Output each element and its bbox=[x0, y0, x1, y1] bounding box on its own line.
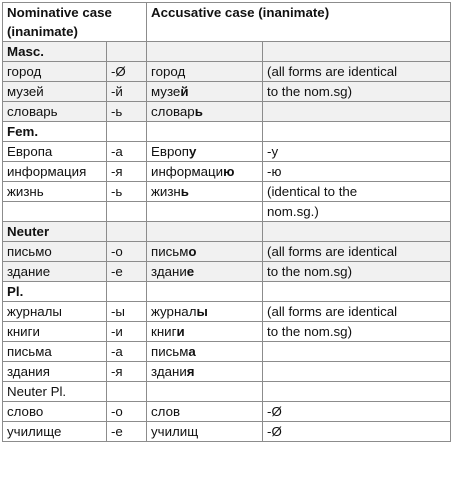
section-masc: Masc. город -Ø город (all forms are iden… bbox=[2, 41, 452, 122]
plural-note-2: to the nom.sg) bbox=[262, 321, 452, 342]
masc-note-1: (all forms are identical bbox=[262, 61, 452, 82]
neuter-heading: Neuter bbox=[2, 221, 107, 242]
neuter-pl-heading: Neuter Pl. bbox=[2, 381, 107, 402]
neuter-pl-note-2: -Ø bbox=[262, 421, 452, 442]
plural-end-3: -а bbox=[105, 341, 148, 362]
plural-acc-2: книги bbox=[146, 321, 264, 342]
header-accusative: Accusative case (inanimate) bbox=[146, 2, 452, 42]
plural-acc-4: здания bbox=[146, 361, 264, 382]
neuter-pl-nom-2: училище bbox=[2, 421, 107, 442]
plural-acc-1: журналы bbox=[146, 301, 264, 322]
masc-heading: Masc. bbox=[2, 41, 107, 62]
case-table: Nominative case (inanimate) Accusative c… bbox=[1, 2, 452, 442]
neuter-nom-2: здание bbox=[2, 261, 107, 282]
section-fem: Fem. Европа -а Европу -у информация -я и… bbox=[2, 121, 452, 222]
plural-note-1: (all forms are identical bbox=[262, 301, 452, 322]
plural-end-4: -я bbox=[105, 361, 148, 382]
masc-nom-3: словарь bbox=[2, 101, 107, 122]
plural-nom-1: журналы bbox=[2, 301, 107, 322]
plural-nom-2: книги bbox=[2, 321, 107, 342]
fem-end-2: -я bbox=[105, 161, 148, 182]
plural-end-2: -и bbox=[105, 321, 148, 342]
neuter-note-1: (all forms are identical bbox=[262, 241, 452, 262]
masc-end-1: -Ø bbox=[105, 61, 148, 82]
neuter-note-2: to the nom.sg) bbox=[262, 261, 452, 282]
neuter-pl-end-1: -о bbox=[105, 401, 148, 422]
header-nominative: Nominative case (inanimate) bbox=[1, 2, 148, 42]
fem-nom-2: информация bbox=[2, 161, 107, 182]
masc-end-3: -ь bbox=[105, 101, 148, 122]
plural-nom-4: здания bbox=[2, 361, 107, 382]
fem-end-3: -ь bbox=[105, 181, 148, 202]
masc-nom-1: город bbox=[2, 61, 107, 82]
masc-nom-2: музей bbox=[2, 81, 107, 102]
neuter-end-1: -о bbox=[105, 241, 148, 262]
fem-acc-2: информацию bbox=[146, 161, 264, 182]
section-plural: Pl. журналы -ы журналы (all forms are id… bbox=[2, 281, 452, 442]
fem-note-3: (identical to the bbox=[262, 181, 452, 202]
neuter-pl-acc-2: училищ bbox=[146, 421, 264, 442]
masc-acc-1: город bbox=[146, 61, 264, 82]
fem-acc-1: Европу bbox=[146, 141, 264, 162]
neuter-acc-1: письмо bbox=[146, 241, 264, 262]
masc-end-2: -й bbox=[105, 81, 148, 102]
neuter-pl-end-2: -е bbox=[105, 421, 148, 442]
fem-acc-3: жизнь bbox=[146, 181, 264, 202]
neuter-pl-nom-1: слово bbox=[2, 401, 107, 422]
masc-acc-3: словарь bbox=[146, 101, 264, 122]
plural-nom-3: письма bbox=[2, 341, 107, 362]
fem-nom-1: Европа bbox=[2, 141, 107, 162]
fem-note-1: -у bbox=[262, 141, 452, 162]
neuter-acc-2: здание bbox=[146, 261, 264, 282]
fem-note-4: nom.sg.) bbox=[262, 201, 452, 222]
fem-end-1: -а bbox=[105, 141, 148, 162]
masc-acc-2: музей bbox=[146, 81, 264, 102]
plural-end-1: -ы bbox=[105, 301, 148, 322]
plural-heading: Pl. bbox=[2, 281, 107, 302]
neuter-pl-note-1: -Ø bbox=[262, 401, 452, 422]
fem-note-2: -ю bbox=[262, 161, 452, 182]
masc-note-2: to the nom.sg) bbox=[262, 81, 452, 102]
plural-acc-3: письма bbox=[146, 341, 264, 362]
neuter-end-2: -е bbox=[105, 261, 148, 282]
section-neuter: Neuter письмо -о письмо (all forms are i… bbox=[2, 221, 452, 282]
fem-nom-3: жизнь bbox=[2, 181, 107, 202]
header-row: Nominative case (inanimate) Accusative c… bbox=[1, 2, 452, 42]
fem-heading: Fem. bbox=[2, 121, 107, 142]
neuter-nom-1: письмо bbox=[2, 241, 107, 262]
neuter-pl-acc-1: слов bbox=[146, 401, 264, 422]
